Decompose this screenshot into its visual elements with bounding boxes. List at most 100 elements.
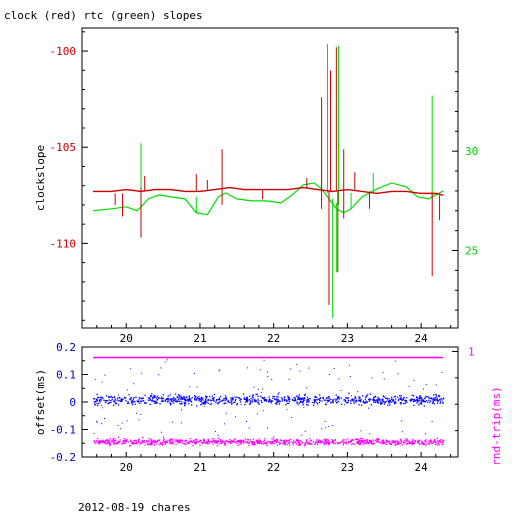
- offset-point: [120, 398, 123, 400]
- offset-outlier-point: [326, 401, 328, 403]
- rnd-trip-point: [297, 439, 299, 441]
- offset-point: [411, 399, 413, 401]
- rnd-trip-point: [316, 443, 319, 445]
- rnd-trip-point: [103, 440, 105, 442]
- rnd-trip-point: [377, 438, 380, 440]
- rnd-trip-point: [251, 441, 253, 444]
- offset-point: [391, 396, 393, 399]
- rnd-trip-point: [119, 439, 121, 441]
- rnd-trip-point: [171, 441, 173, 443]
- rnd-trip-point: [332, 441, 334, 443]
- rnd-trip-point: [215, 440, 217, 443]
- rnd-trip-point: [109, 442, 111, 444]
- rnd-trip-point: [124, 442, 127, 444]
- rnd-trip-point: [147, 444, 150, 446]
- offset-point: [175, 400, 177, 402]
- offset-point: [353, 402, 355, 404]
- rnd-trip-point: [412, 442, 414, 445]
- offset-point: [270, 400, 272, 403]
- offset-point: [262, 397, 264, 399]
- rnd-trip-point: [288, 442, 291, 444]
- offset-point: [318, 398, 320, 400]
- offset-point: [99, 396, 102, 398]
- rnd-trip-point: [376, 441, 379, 443]
- rnd-trip-point: [394, 444, 397, 447]
- offset-point: [315, 401, 318, 404]
- bottom-x-ticks: 20 21 22 23 24: [96, 452, 452, 474]
- rnd-trip-point: [360, 442, 362, 444]
- offset-point: [125, 400, 127, 402]
- offset-point: [165, 398, 167, 401]
- offset-point: [358, 397, 360, 399]
- offset-point: [215, 400, 217, 402]
- rnd-trip-point: [432, 440, 434, 442]
- rnd-trip-point: [315, 441, 318, 444]
- offset-point: [112, 400, 115, 402]
- rnd-trip-point: [113, 437, 115, 440]
- offset-point: [170, 398, 172, 401]
- offset-point: [303, 399, 305, 402]
- rnd-trip-point: [372, 440, 375, 442]
- rnd-trip-point: [398, 442, 400, 444]
- rnd-trip-point: [142, 436, 144, 439]
- offset-point: [402, 397, 405, 400]
- offset-point: [380, 399, 382, 401]
- offset-point: [298, 394, 301, 396]
- rnd-trip-point: [288, 439, 290, 441]
- offset-point: [388, 398, 390, 400]
- top-x-ticks: 20 21 22 23 24: [96, 323, 452, 345]
- rnd-trip-point: [325, 440, 327, 442]
- offset-outlier-point: [368, 407, 370, 409]
- rnd-trip-point: [324, 441, 327, 443]
- offset-outlier-point: [425, 433, 427, 435]
- offset-point: [336, 401, 338, 403]
- offset-outlier-point: [135, 412, 137, 414]
- offset-point: [435, 395, 438, 397]
- rnd-trip-point: [242, 439, 245, 442]
- offset-point: [424, 397, 426, 399]
- offset-point: [399, 394, 401, 397]
- rnd-trip-point: [109, 443, 112, 446]
- rnd-trip-point: [282, 441, 285, 443]
- offset-point: [360, 399, 362, 401]
- offset-point: [179, 397, 181, 399]
- offset-point: [352, 399, 354, 401]
- rnd-trip-point: [271, 443, 273, 445]
- rnd-trip-point: [225, 440, 227, 442]
- rnd-trip-point: [327, 441, 329, 443]
- offset-point: [285, 404, 287, 406]
- footer-text: 2012-08-19 chares: [78, 501, 191, 512]
- rnd-trip-point: [430, 442, 432, 444]
- offset-point: [185, 399, 187, 401]
- rnd-trip-point: [350, 439, 352, 441]
- offset-point: [297, 397, 299, 399]
- offset-point: [96, 400, 98, 402]
- rnd-trip-point: [301, 441, 303, 443]
- offset-point: [257, 402, 259, 404]
- rnd-trip-point: [358, 443, 360, 446]
- rnd-trip-point: [333, 442, 335, 445]
- offset-point: [380, 403, 382, 405]
- rnd-trip-point: [437, 440, 439, 442]
- rnd-trip-point: [293, 442, 295, 444]
- offset-point: [94, 400, 97, 403]
- offset-point: [183, 397, 186, 400]
- offset-point: [139, 397, 141, 399]
- rnd-trip-point: [349, 441, 352, 443]
- offset-outlier-point: [217, 434, 219, 436]
- offset-point: [234, 396, 236, 398]
- rnd-trip-point: [387, 441, 389, 443]
- offset-outlier-point: [166, 359, 168, 361]
- offset-point: [412, 395, 415, 397]
- offset-point: [304, 394, 306, 396]
- rnd-trip-point: [432, 442, 435, 444]
- rnd-trip-point: [322, 442, 324, 444]
- top-x-tick-label: 24: [415, 332, 429, 345]
- offset-point: [143, 400, 145, 402]
- offset-point: [335, 400, 337, 402]
- rnd-trip-point: [325, 441, 328, 443]
- rnd-trip-point: [305, 441, 307, 444]
- rnd-trip-point: [298, 442, 301, 444]
- rnd-trip-point: [159, 442, 162, 444]
- rnd-trip-point: [194, 439, 196, 441]
